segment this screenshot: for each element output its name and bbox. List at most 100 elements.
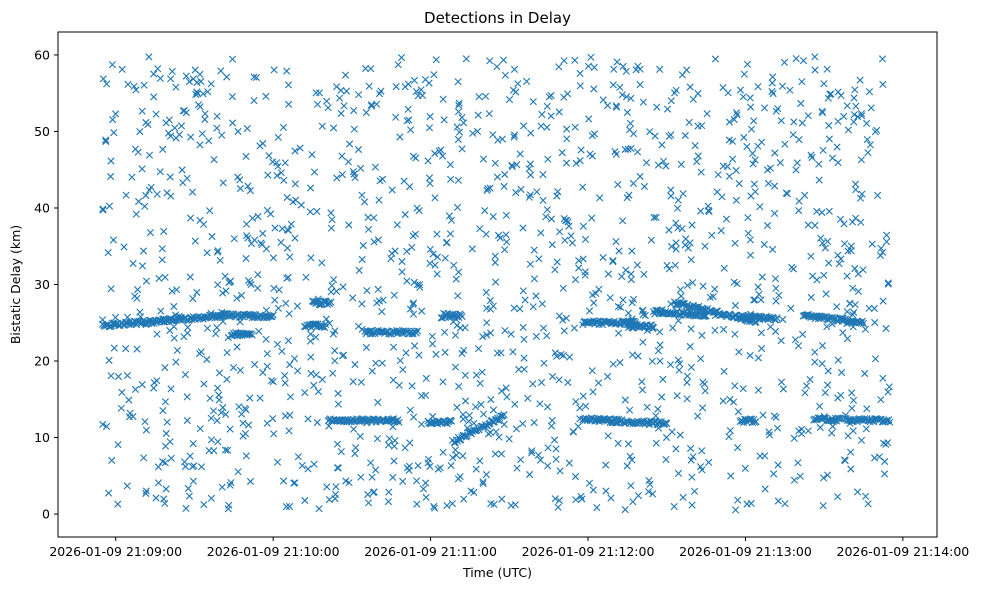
data-point: [636, 65, 644, 73]
data-point: [209, 407, 218, 415]
data-point: [274, 162, 282, 170]
data-point: [207, 494, 215, 502]
data-point: [622, 266, 630, 274]
data-point: [512, 425, 520, 433]
data-point: [262, 335, 270, 343]
data-point: [624, 309, 632, 317]
data-point: [811, 348, 819, 356]
data-point: [388, 186, 396, 194]
data-point: [244, 182, 252, 190]
data-point: [498, 495, 506, 503]
data-point: [733, 280, 741, 288]
data-point: [142, 487, 150, 495]
data-point: [338, 152, 346, 160]
data-point: [559, 284, 567, 292]
data-point: [187, 133, 195, 141]
data-point: [821, 244, 829, 252]
data-point: [694, 412, 702, 420]
data-point: [357, 164, 365, 172]
data-point: [302, 273, 310, 281]
data-point: [575, 257, 583, 265]
data-point: [743, 143, 751, 151]
data-point: [683, 66, 691, 74]
data-point: [569, 428, 578, 436]
data-point: [599, 96, 607, 104]
data-point: [250, 97, 258, 105]
data-point: [726, 427, 734, 435]
data-point: [813, 276, 821, 284]
data-point: [480, 410, 488, 418]
data-point: [242, 452, 250, 460]
data-point: [794, 459, 802, 467]
data-point: [206, 394, 214, 402]
data-point: [217, 409, 225, 417]
data-point: [447, 216, 456, 224]
data-point: [159, 145, 167, 153]
data-point: [456, 436, 464, 444]
data-point: [390, 291, 398, 299]
data-point: [556, 228, 564, 236]
data-point: [609, 258, 617, 266]
data-point: [615, 329, 623, 337]
data-point: [359, 241, 367, 250]
data-point: [229, 364, 238, 372]
data-point: [679, 493, 687, 501]
data-point: [278, 347, 286, 355]
data-point: [332, 287, 341, 295]
data-point: [189, 440, 197, 448]
data-point: [263, 362, 271, 370]
data-point: [306, 184, 315, 192]
data-point: [492, 278, 500, 286]
data-point: [203, 324, 212, 332]
data-point: [491, 252, 499, 260]
data-point: [379, 296, 387, 304]
data-point: [114, 372, 122, 381]
data-point: [862, 425, 870, 433]
data-point: [133, 345, 141, 353]
data-point: [732, 166, 740, 175]
data-point: [221, 446, 230, 454]
data-point: [455, 382, 463, 390]
data-point: [756, 203, 764, 211]
data-point: [129, 259, 137, 268]
data-point: [613, 103, 621, 111]
data-point: [500, 420, 508, 428]
data-point: [513, 464, 521, 472]
data-point: [879, 248, 887, 256]
data-point: [757, 296, 765, 304]
data-point: [824, 94, 832, 102]
data-point: [349, 378, 357, 386]
data-point: [851, 86, 859, 94]
data-point: [165, 116, 173, 124]
data-point: [654, 405, 662, 413]
data-point: [555, 63, 563, 71]
data-point: [691, 142, 699, 150]
data-point: [349, 168, 357, 176]
data-point: [675, 366, 683, 374]
data-point: [811, 221, 819, 229]
data-point: [350, 170, 358, 178]
data-point: [519, 224, 527, 232]
data-point: [242, 254, 250, 263]
data-point: [257, 239, 265, 247]
data-point: [340, 102, 348, 110]
data-point: [705, 206, 713, 215]
data-point: [237, 291, 246, 299]
data-point: [590, 299, 598, 307]
data-point: [218, 131, 226, 139]
data-point: [713, 188, 721, 196]
data-point: [789, 131, 797, 139]
y-tick-label: 20: [34, 354, 50, 369]
data-point: [243, 124, 251, 133]
data-point: [403, 117, 411, 125]
data-point: [774, 497, 782, 505]
data-point: [331, 495, 339, 503]
data-point: [588, 367, 596, 375]
data-point: [328, 282, 336, 290]
data-point: [451, 331, 460, 339]
data-point: [521, 296, 529, 304]
data-point: [652, 213, 660, 221]
data-point: [210, 447, 218, 455]
data-point: [511, 501, 519, 509]
data-point: [445, 212, 453, 220]
